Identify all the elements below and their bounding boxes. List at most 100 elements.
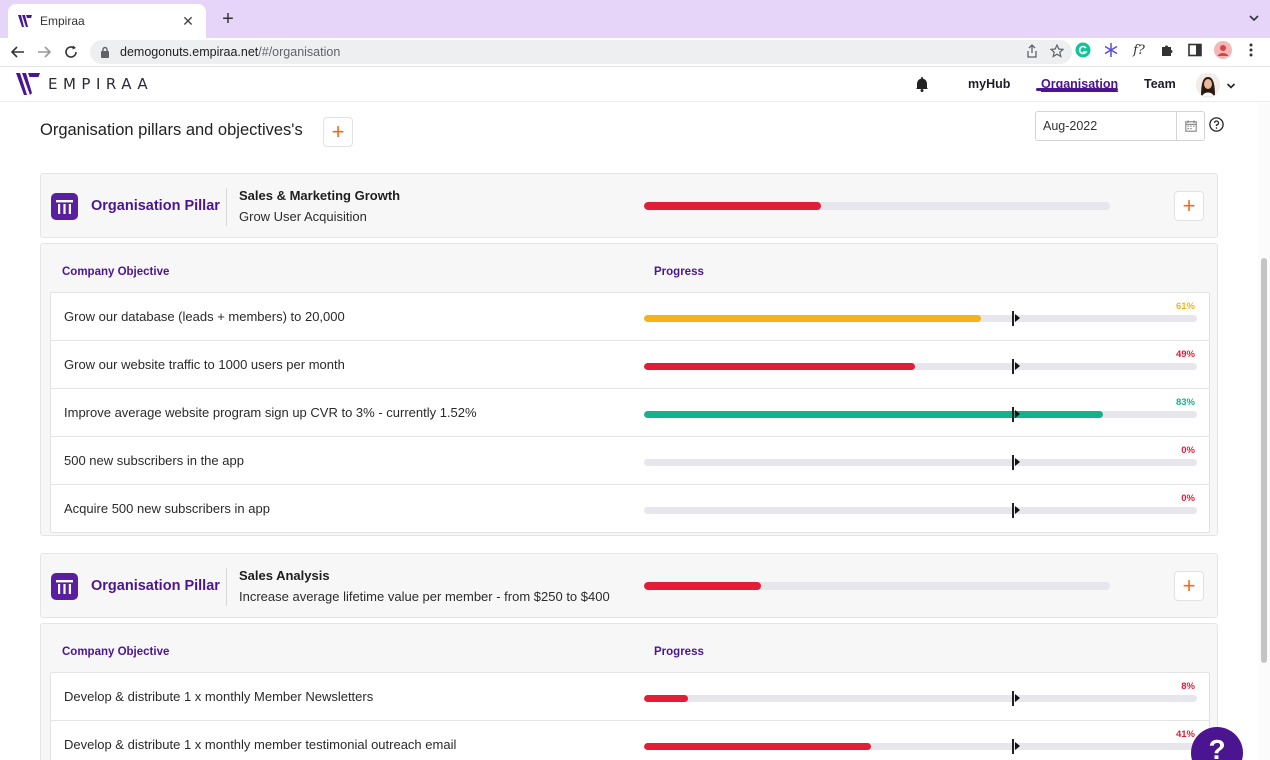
target-marker-arrow-icon <box>1015 694 1020 702</box>
pillar-name: Sales & Marketing Growth <box>239 188 401 203</box>
tab-title: Empiraa <box>40 14 85 28</box>
nav-myhub[interactable]: myHub <box>968 77 1011 91</box>
objective-progress-fill <box>644 411 1103 418</box>
empiraa-logo-icon <box>16 73 40 95</box>
back-arrow-icon[interactable] <box>8 42 28 62</box>
objective-row[interactable]: Acquire 500 new subscribers in app 0% <box>50 484 1210 533</box>
empiraa-logo[interactable]: EMPIRAA <box>16 73 153 95</box>
new-tab-icon[interactable]: + <box>222 8 234 30</box>
add-objective-button[interactable]: + <box>1174 191 1204 221</box>
user-avatar[interactable] <box>1196 73 1220 97</box>
help-circle-icon[interactable] <box>1209 117 1224 132</box>
objective-percent: 61% <box>1175 301 1195 312</box>
nav-active-indicator <box>1036 88 1118 91</box>
objective-name: Improve average website program sign up … <box>64 405 477 420</box>
profile-avatar-icon[interactable] <box>1214 41 1232 59</box>
month-input[interactable] <box>1036 112 1176 140</box>
address-bar[interactable]: demogonuts.empiraa.net/#/organisation <box>90 40 1072 64</box>
page-scrollbar[interactable] <box>1258 103 1270 760</box>
objectives-header: Company Objective Progress <box>41 624 1217 672</box>
objectives-panel: Company Objective Progress Develop & dis… <box>40 623 1218 760</box>
pillar-card-sales-analysis[interactable]: Organisation Pillar Sales Analysis Incre… <box>40 553 1218 618</box>
objective-name: Develop & distribute 1 x monthly member … <box>64 737 457 752</box>
pillar-progress-fill <box>644 582 761 590</box>
extension-icons: f? <box>1074 41 1260 59</box>
url-actions <box>1026 43 1065 63</box>
objective-progress-fill <box>644 743 871 750</box>
snowflake-icon[interactable] <box>1102 41 1120 59</box>
target-marker-arrow-icon <box>1015 742 1020 750</box>
notification-bell-icon[interactable] <box>914 76 930 92</box>
reload-icon[interactable] <box>61 42 81 62</box>
share-icon[interactable] <box>1026 44 1038 63</box>
column-progress: Progress <box>654 266 704 278</box>
objective-progress-bar <box>644 363 1197 370</box>
add-pillar-button[interactable]: + <box>323 117 353 147</box>
objective-name: Acquire 500 new subscribers in app <box>64 501 270 516</box>
objective-name: Grow our website traffic to 1000 users p… <box>64 357 345 372</box>
bookmark-star-icon[interactable] <box>1049 43 1065 63</box>
objective-row[interactable]: Grow our database (leads + members) to 2… <box>50 292 1210 341</box>
logo-text: EMPIRAA <box>48 75 154 93</box>
browser-tab-bar: Empiraa ✕ + <box>0 0 1270 38</box>
objective-name: Develop & distribute 1 x monthly Member … <box>64 689 374 704</box>
target-marker-arrow-icon <box>1015 410 1020 418</box>
objective-progress-bar <box>644 743 1197 750</box>
objective-percent: 8% <box>1181 681 1195 692</box>
add-objective-button[interactable]: + <box>1174 571 1204 601</box>
target-marker <box>1012 691 1014 706</box>
pillar-columns-icon <box>51 193 78 220</box>
nav-organisation[interactable]: Organisation <box>1041 77 1119 91</box>
objective-percent: 83% <box>1175 397 1195 408</box>
scrollbar-thumb[interactable] <box>1261 258 1267 663</box>
objective-list: Grow our database (leads + members) to 2… <box>41 292 1217 533</box>
pillar-card-sales-marketing[interactable]: Organisation Pillar Sales & Marketing Gr… <box>40 173 1218 238</box>
function-icon[interactable]: f? <box>1133 42 1145 58</box>
nav-team[interactable]: Team <box>1144 77 1176 91</box>
objective-row[interactable]: Grow our website traffic to 1000 users p… <box>50 340 1210 389</box>
column-company-objective: Company Objective <box>62 646 170 658</box>
browser-toolbar: demogonuts.empiraa.net/#/organisation f? <box>0 38 1270 66</box>
target-marker-arrow-icon <box>1015 314 1020 322</box>
objective-progress-fill <box>644 695 689 702</box>
pillar-label: Organisation Pillar <box>91 578 220 594</box>
close-tab-icon[interactable]: ✕ <box>182 12 194 29</box>
side-panel-icon[interactable] <box>1186 41 1204 59</box>
more-vertical-icon[interactable] <box>1242 41 1260 59</box>
forward-arrow-icon[interactable] <box>34 42 54 62</box>
column-progress: Progress <box>654 646 704 658</box>
objective-progress-bar <box>644 695 1197 702</box>
objective-progress-bar <box>644 315 1197 322</box>
pillar-progress-bar <box>644 202 1110 210</box>
browser-tab[interactable]: Empiraa ✕ <box>8 4 206 38</box>
objective-percent: 0% <box>1181 445 1195 456</box>
account-chevron-down-icon[interactable] <box>1226 78 1236 96</box>
objective-row[interactable]: Improve average website program sign up … <box>50 388 1210 437</box>
objective-row[interactable]: Develop & distribute 1 x monthly member … <box>50 720 1210 760</box>
pillar-subtitle: Increase average lifetime value per memb… <box>239 589 610 604</box>
target-marker <box>1012 739 1014 754</box>
calendar-button[interactable] <box>1176 112 1204 140</box>
puzzle-extensions-icon[interactable] <box>1158 41 1176 59</box>
grammarly-icon[interactable] <box>1074 41 1092 59</box>
pillar-columns-icon <box>51 573 78 600</box>
objective-progress-bar <box>644 411 1197 418</box>
target-marker <box>1012 311 1014 326</box>
objective-percent: 49% <box>1175 349 1195 360</box>
target-marker-arrow-icon <box>1015 458 1020 466</box>
objective-percent: 41% <box>1175 729 1195 740</box>
app-header: EMPIRAA myHub Organisation Team <box>0 66 1270 102</box>
target-marker <box>1012 407 1014 422</box>
objective-row[interactable]: Develop & distribute 1 x monthly Member … <box>50 672 1210 721</box>
chevron-down-icon[interactable] <box>1248 11 1260 29</box>
column-company-objective: Company Objective <box>62 266 170 278</box>
target-marker <box>1012 359 1014 374</box>
target-marker-arrow-icon <box>1015 362 1020 370</box>
pillar-progress-fill <box>644 202 822 210</box>
objective-list: Develop & distribute 1 x monthly Member … <box>41 672 1217 760</box>
calendar-icon <box>1184 120 1197 132</box>
pillar-label: Organisation Pillar <box>91 198 220 214</box>
objective-row[interactable]: 500 new subscribers in the app 0% <box>50 436 1210 485</box>
url-path: /#/organisation <box>258 45 341 59</box>
objective-progress-fill <box>644 315 982 322</box>
